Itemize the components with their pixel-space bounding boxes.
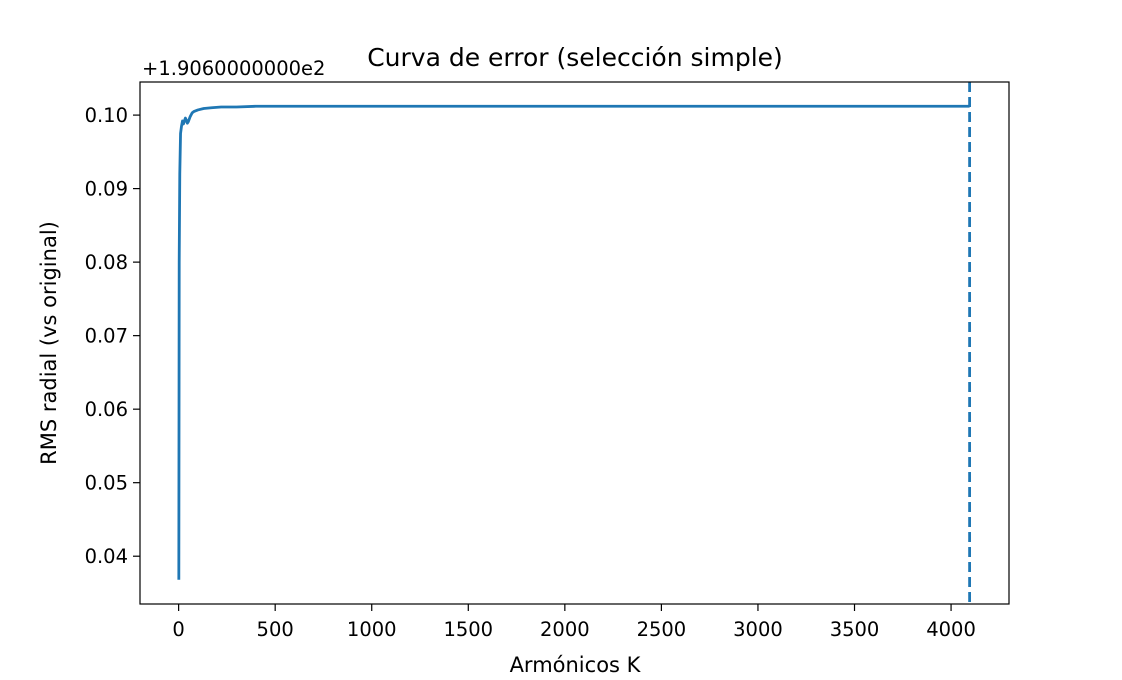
series-line-0 (177, 104, 970, 580)
x-tick-label: 4000 (926, 618, 976, 641)
x-axis-label: Armónicos K (510, 653, 642, 677)
y-tick-label: 0.08 (85, 251, 128, 274)
x-tick-label: 2500 (637, 618, 687, 641)
y-tick-label: 0.06 (85, 398, 128, 421)
x-tick-label: 3000 (733, 618, 783, 641)
y-axis-ticks: 0.04 0.05 0.06 0.07 0.08 0.09 0.10 (85, 104, 140, 568)
chart-title: Curva de error (selección simple) (367, 43, 783, 72)
y-tick-label: 0.09 (85, 178, 128, 201)
x-tick-label: 1500 (443, 618, 493, 641)
y-tick-label: 0.07 (85, 325, 128, 348)
x-axis-ticks: 0 500 1000 1500 2000 2500 3000 3500 4000 (172, 604, 976, 641)
x-tick-label: 3500 (830, 618, 880, 641)
plot-area (177, 82, 972, 604)
y-axis-offset-label: +1.9060000000e2 (142, 57, 325, 80)
y-tick-label: 0.05 (85, 472, 128, 495)
x-tick-label: 0 (172, 618, 184, 641)
y-tick-label: 0.04 (85, 545, 128, 568)
x-tick-label: 1000 (347, 618, 397, 641)
x-tick-label: 500 (257, 618, 294, 641)
y-tick-label: 0.10 (85, 104, 128, 127)
y-axis-label: RMS radial (vs original) (37, 221, 61, 465)
axes-frame (139, 81, 1010, 605)
x-tick-label: 2000 (540, 618, 590, 641)
